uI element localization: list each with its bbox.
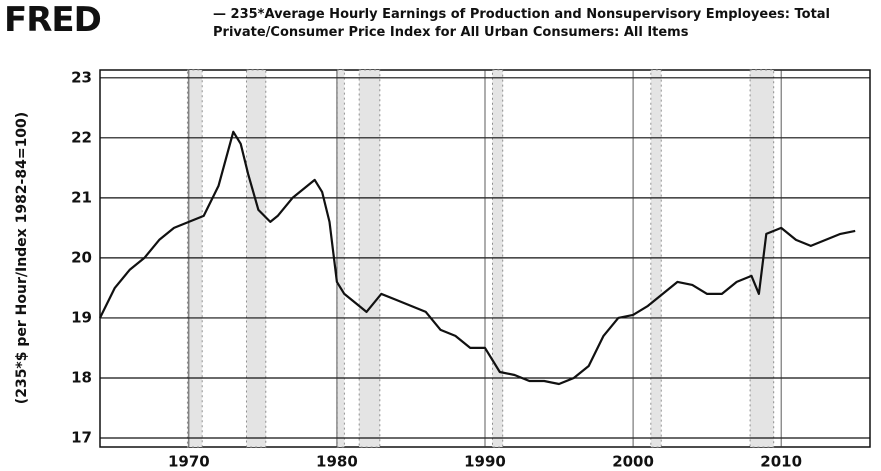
y-tick-label: 21 [71, 188, 92, 206]
y-tick-label: 22 [71, 128, 92, 146]
y-axis-label: (235*$ per Hour/Index 1982-84=100) [14, 112, 30, 404]
recession-band [358, 69, 381, 448]
x-tick-label: 2010 [760, 453, 802, 471]
recession-band [186, 69, 203, 448]
recession-band [336, 69, 345, 448]
y-tick-label: 23 [71, 68, 92, 86]
x-tick-label: 2000 [612, 453, 654, 471]
legend-entry: 235*Average Hourly Earnings of Productio… [213, 7, 831, 40]
recession-band [650, 69, 662, 448]
legend-swatch: — [213, 7, 231, 22]
y-tick-label: 17 [71, 428, 92, 446]
x-tick-label: 1980 [316, 453, 358, 471]
x-tick-label: 1970 [168, 453, 210, 471]
y-tick-label: 20 [71, 248, 92, 266]
y-tick-label: 19 [71, 308, 92, 326]
recession-band [246, 69, 267, 448]
recession-band [492, 69, 504, 448]
recession-band [749, 69, 775, 448]
y-tick-label: 18 [71, 368, 92, 386]
logo: FRED [4, 0, 102, 40]
x-tick-label: 1990 [464, 453, 506, 471]
legend: — 235*Average Hourly Earnings of Product… [213, 6, 853, 42]
data-line [99, 130, 856, 386]
